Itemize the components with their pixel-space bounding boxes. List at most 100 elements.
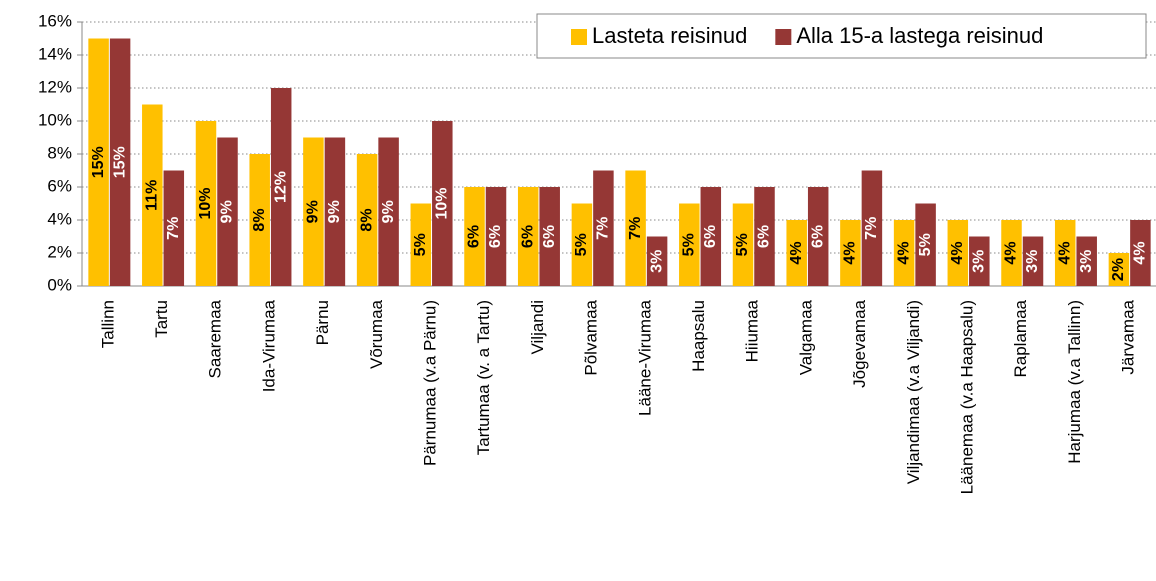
data-label: 6%: [487, 225, 504, 248]
x-tick-label: Valgamaa: [796, 299, 815, 375]
bar: [303, 137, 324, 286]
x-tick-label: Pärnu: [313, 300, 332, 345]
data-label: 3%: [1078, 250, 1095, 273]
x-tick-label: Tartumaa (v. a Tartu): [474, 300, 493, 455]
data-label: 7%: [595, 217, 612, 240]
y-tick-label: 16%: [38, 11, 72, 30]
bar: [539, 187, 560, 286]
y-tick-label: 0%: [47, 275, 72, 294]
x-tick-label: Lääne-Virumaa: [635, 299, 654, 415]
bar: [217, 137, 238, 286]
data-label: 6%: [541, 225, 558, 248]
data-label: 4%: [895, 241, 912, 264]
bar: [464, 187, 485, 286]
bar: [1130, 220, 1151, 286]
bar: [517, 187, 539, 286]
y-tick-label: 8%: [47, 143, 72, 162]
bar: [786, 220, 807, 286]
y-tick-label: 4%: [47, 209, 72, 228]
data-label: 6%: [519, 225, 536, 248]
bar: [807, 187, 829, 286]
data-label: 9%: [380, 200, 397, 223]
bar: [754, 187, 775, 286]
data-label: 8%: [251, 208, 268, 231]
bar: [593, 170, 614, 286]
bar: [947, 220, 969, 286]
bar: [142, 104, 163, 286]
bar: [679, 203, 700, 286]
x-tick-label: Järvamaa: [1119, 299, 1138, 374]
x-tick-label: Viljandimaa (v.a Viljandi): [904, 300, 923, 484]
bar: [1054, 220, 1076, 286]
bar: [1001, 220, 1022, 286]
bar: [270, 88, 292, 286]
x-tick-label: Haapsalu: [689, 300, 708, 372]
data-label: 4%: [949, 241, 966, 264]
x-tick-label: Läänemaa (v.a Haapsalu): [958, 300, 977, 494]
data-label: 4%: [842, 241, 859, 264]
y-tick-label: 14%: [38, 44, 72, 63]
bar: [840, 220, 861, 286]
bar: [571, 203, 593, 286]
data-label: 10%: [197, 187, 214, 219]
data-label: 6%: [756, 225, 773, 248]
legend-swatch: [571, 29, 587, 45]
bar: [1076, 236, 1097, 286]
data-label: 5%: [917, 233, 934, 256]
x-tick-label: Põlvamaa: [582, 299, 601, 375]
data-label: 5%: [573, 233, 590, 256]
bar: [195, 121, 217, 286]
data-label: 8%: [358, 208, 375, 231]
bar: [646, 236, 668, 286]
data-label: 15%: [90, 146, 107, 178]
data-label: 9%: [305, 200, 322, 223]
data-label: 7%: [165, 217, 182, 240]
data-label: 7%: [627, 217, 644, 240]
data-label: 4%: [1132, 241, 1149, 264]
data-label: 11%: [144, 180, 161, 211]
bar: [1022, 236, 1044, 286]
bar: [109, 38, 131, 286]
data-label: 5%: [412, 233, 429, 256]
data-label: 4%: [788, 241, 805, 264]
x-tick-label: Võrumaa: [367, 299, 386, 369]
legend-label: Alla 15-a lastega reisinud: [796, 23, 1043, 48]
data-label: 9%: [326, 200, 343, 223]
data-label: 15%: [111, 146, 128, 178]
x-tick-label: Saaremaa: [206, 299, 225, 378]
x-tick-label: Viljandi: [528, 300, 547, 355]
data-label: 6%: [702, 225, 719, 248]
bar: [625, 170, 646, 286]
data-label: 4%: [1056, 241, 1073, 264]
y-tick-label: 10%: [38, 110, 72, 129]
x-tick-label: Jõgevamaa: [850, 299, 869, 387]
data-label: 4%: [1003, 241, 1020, 264]
x-tick-label: Hiiumaa: [743, 299, 762, 362]
y-tick-label: 2%: [47, 242, 72, 261]
data-label: 6%: [809, 225, 826, 248]
bar: [324, 137, 346, 286]
data-label: 12%: [272, 171, 289, 203]
bar: [410, 203, 432, 286]
data-label: 3%: [1024, 250, 1041, 273]
x-tick-label: Tallinn: [98, 300, 117, 348]
data-label: 10%: [434, 187, 451, 219]
data-label: 3%: [971, 250, 988, 273]
x-tick-label: Raplamaa: [1011, 299, 1030, 377]
bar: [732, 203, 754, 286]
bar: [1108, 253, 1130, 286]
data-label: 9%: [219, 200, 236, 223]
bar: [700, 187, 722, 286]
x-tick-label: Harjumaa (v.a Tallinn): [1065, 300, 1084, 464]
bar: [915, 203, 936, 286]
bar: [356, 154, 378, 286]
data-label: 7%: [863, 217, 880, 240]
bar: [861, 170, 883, 286]
x-tick-label: Ida-Virumaa: [259, 299, 278, 392]
bar: [485, 187, 507, 286]
bar: [163, 170, 185, 286]
x-tick-label: Pärnumaa (v.a Pärnu): [421, 300, 440, 466]
bar: [893, 220, 915, 286]
legend-box: [536, 13, 1147, 59]
